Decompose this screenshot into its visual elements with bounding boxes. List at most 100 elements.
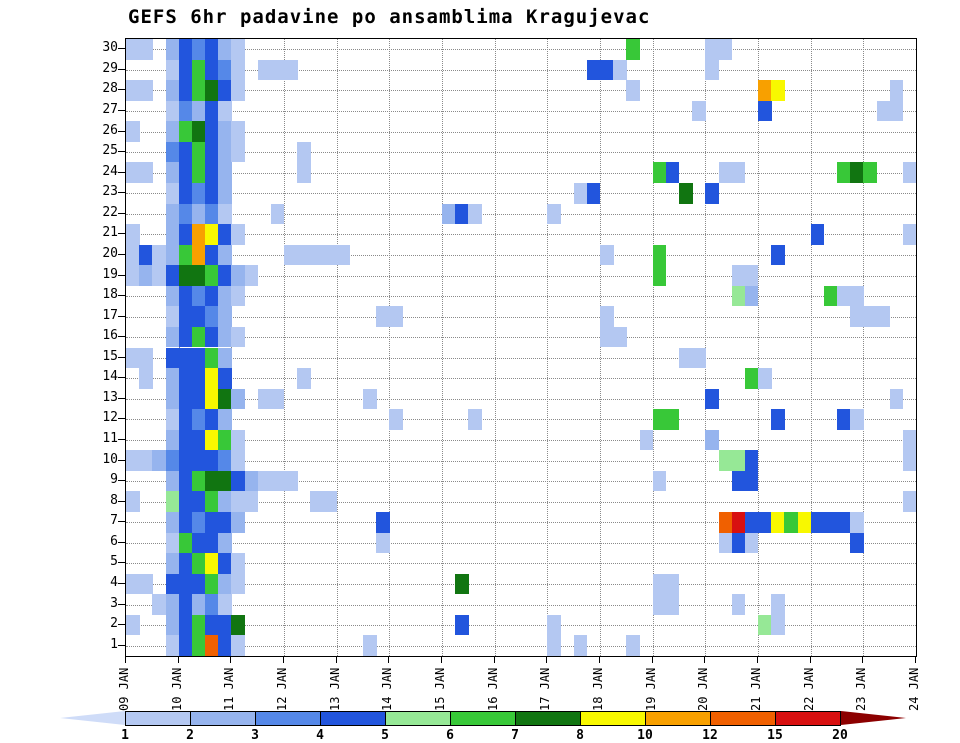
x-axis-label: 10 JAN <box>169 667 184 711</box>
heatmap-cell <box>231 224 245 245</box>
y-tick <box>118 562 125 564</box>
heatmap-cell <box>218 450 232 471</box>
heatmap-cell <box>705 182 719 204</box>
y-axis-label: 19 <box>102 266 118 282</box>
heatmap-cell <box>231 429 245 451</box>
heatmap-cell <box>126 573 140 595</box>
heatmap-cell <box>310 244 324 266</box>
y-tick <box>118 130 125 132</box>
heatmap-cell <box>205 100 219 122</box>
heatmap-cell <box>863 162 877 183</box>
y-tick <box>118 253 125 255</box>
x-tick <box>230 656 232 663</box>
horizontal-gridline <box>126 275 916 277</box>
x-axis-label: 15 JAN <box>433 667 447 711</box>
heatmap-cell <box>165 285 180 307</box>
heatmap-cell <box>205 429 219 451</box>
y-axis-label: 8 <box>110 492 118 508</box>
heatmap-cell <box>178 244 193 266</box>
heatmap-cell <box>191 224 206 245</box>
y-axis-label: 12 <box>102 410 118 426</box>
colorbar-segment <box>580 711 646 726</box>
y-axis-label: 7 <box>110 513 118 529</box>
heatmap-cell <box>823 285 838 307</box>
heatmap-cell <box>231 39 245 60</box>
heatmap-cell <box>205 39 219 60</box>
horizontal-gridline <box>126 563 916 565</box>
heatmap-cell <box>191 512 206 533</box>
horizontal-gridline <box>126 460 916 462</box>
horizontal-gridline <box>126 213 916 215</box>
heatmap-cell <box>178 326 193 348</box>
heatmap-cell <box>600 326 614 348</box>
y-tick <box>118 583 125 585</box>
heatmap-cell <box>218 409 232 430</box>
y-tick <box>118 356 125 358</box>
heatmap-cell <box>139 450 153 471</box>
horizontal-gridline <box>126 542 916 544</box>
x-axis-label: 20 JAN <box>696 667 711 711</box>
heatmap-cell <box>310 491 324 513</box>
heatmap-cell <box>165 182 180 204</box>
horizontal-gridline <box>126 398 916 400</box>
y-tick <box>118 274 125 276</box>
heatmap-cell <box>218 244 232 266</box>
heatmap-cell <box>744 532 759 554</box>
heatmap-cell <box>231 614 245 636</box>
heatmap-cell <box>231 573 245 595</box>
heatmap-cell <box>191 470 206 492</box>
heatmap-cell <box>139 347 153 369</box>
heatmap-cell <box>586 59 601 81</box>
x-axis-label: 11 JAN <box>222 667 237 711</box>
heatmap-cell <box>244 470 259 492</box>
heatmap-cell <box>679 182 693 204</box>
heatmap-cell <box>165 450 180 471</box>
heatmap-cell <box>626 80 640 101</box>
heatmap-cell <box>455 614 469 636</box>
x-tick <box>915 656 916 663</box>
heatmap-cell <box>731 162 746 183</box>
heatmap-cell <box>231 285 245 307</box>
y-axis-label: 28 <box>102 81 118 97</box>
heatmap-cell <box>218 326 232 348</box>
heatmap-cell <box>902 162 917 183</box>
heatmap-cell <box>165 553 180 574</box>
heatmap-cell <box>231 80 245 101</box>
heatmap-cell <box>744 265 759 286</box>
heatmap-cell <box>205 512 219 533</box>
heatmap-cell <box>205 553 219 574</box>
heatmap-cell <box>191 388 206 410</box>
colorbar-arrow-left <box>60 711 125 725</box>
heatmap-cell <box>218 39 232 60</box>
vertical-gridline <box>652 39 654 656</box>
heatmap-cell <box>718 512 733 533</box>
heatmap-cell <box>744 368 759 389</box>
horizontal-gridline <box>126 481 916 483</box>
heatmap-cell <box>178 553 193 574</box>
heatmap-cell <box>165 59 180 81</box>
colorbar-segment <box>320 711 386 726</box>
y-tick <box>118 109 125 111</box>
vertical-gridline <box>600 39 601 656</box>
heatmap-cell <box>178 265 193 286</box>
colorbar-segment <box>255 711 321 726</box>
heatmap-cell <box>850 306 864 327</box>
heatmap-cell <box>191 265 206 286</box>
vertical-gridline <box>494 39 496 656</box>
heatmap-cell <box>165 614 180 636</box>
heatmap-cell <box>191 614 206 636</box>
y-tick <box>118 377 125 379</box>
heatmap-cell <box>139 265 153 286</box>
heatmap-cell <box>810 512 825 533</box>
vertical-gridline <box>284 39 285 656</box>
heatmap-cell <box>205 224 219 245</box>
heatmap-cell <box>837 512 851 533</box>
chart-title: GEFS 6hr padavine po ansamblima Kragujev… <box>128 6 651 28</box>
heatmap-cell <box>718 39 733 60</box>
vertical-gridline <box>336 39 338 656</box>
heatmap-cell <box>218 635 232 656</box>
y-axis-label: 5 <box>110 554 118 570</box>
colorbar-segment <box>450 711 516 726</box>
colorbar-label: 1 <box>121 728 129 743</box>
heatmap-cell <box>850 512 864 533</box>
